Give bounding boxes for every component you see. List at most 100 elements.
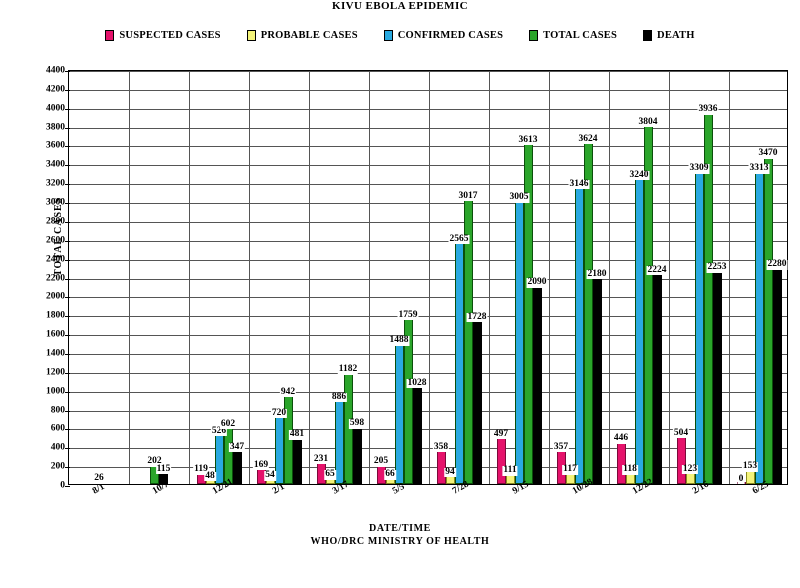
vertical-gridline <box>429 71 430 484</box>
bar-probable-cases[interactable]: 94 <box>444 467 456 484</box>
legend-swatch-icon <box>643 30 653 41</box>
bar-value-label: 720 <box>270 407 288 419</box>
bar-probable-cases[interactable]: 118 <box>622 465 638 484</box>
bar-value-label: 942 <box>279 386 297 398</box>
bar-probable-cases[interactable]: 111 <box>502 466 518 484</box>
vertical-gridline <box>609 71 610 484</box>
bar-value-label: 66 <box>384 469 396 480</box>
y-axis-title: TOTAL CASES <box>53 196 64 276</box>
bar-value-label: 26 <box>93 473 105 484</box>
bar-value-label: 169 <box>252 459 270 471</box>
y-axis-tick-label: 4400 <box>46 65 65 76</box>
bar-suspected-cases[interactable]: 504 <box>672 428 690 484</box>
bar-confirmed-cases[interactable]: 3005 <box>508 193 530 484</box>
bar-probable-cases[interactable]: 123 <box>681 464 699 484</box>
bar-total-cases[interactable]: 602 <box>219 419 237 484</box>
bar-confirmed-cases[interactable]: 720 <box>270 408 288 484</box>
bar-total-cases[interactable]: 3613 <box>517 135 539 484</box>
bar-confirmed-cases[interactable]: 886 <box>330 392 348 484</box>
legend-item-death[interactable]: DEATH <box>643 30 695 41</box>
bar-suspected-cases[interactable]: 358 <box>432 442 450 484</box>
y-axis-tick-label: 4000 <box>46 102 65 113</box>
bar-death[interactable]: 1028 <box>406 378 428 484</box>
bar-value-label: 0 <box>737 473 745 484</box>
bar-suspected-cases[interactable]: 446 <box>612 434 630 484</box>
bar-probable-cases[interactable]: 66 <box>384 470 396 484</box>
bar-value-label: 153 <box>741 461 759 472</box>
bar-total-cases[interactable]: 3624 <box>577 134 599 484</box>
legend-item-total-cases[interactable]: TOTAL CASES <box>529 30 617 41</box>
gridline <box>69 316 787 318</box>
bar-death[interactable]: 2280 <box>766 260 788 484</box>
bar-death[interactable]: 2090 <box>526 278 548 484</box>
bar-total-cases[interactable]: 202 <box>146 457 163 484</box>
gridline <box>69 165 787 167</box>
bar-value-label: 117 <box>562 464 578 475</box>
y-axis-tick-mark <box>65 429 70 431</box>
bar-death[interactable]: 481 <box>288 430 306 484</box>
y-axis-tick-mark <box>65 448 70 450</box>
bar-confirmed-cases[interactable]: 526 <box>210 426 228 484</box>
y-axis-tick-label: 2000 <box>46 291 65 302</box>
legend-item-suspected-cases[interactable]: SUSPECTED CASES <box>105 30 221 41</box>
bar-confirmed-cases[interactable]: 3309 <box>688 164 710 484</box>
bar-confirmed-cases[interactable]: 3146 <box>568 179 590 484</box>
bar-probable-cases[interactable]: 117 <box>562 465 578 484</box>
gridline <box>69 335 787 337</box>
bar-probable-cases[interactable]: 54 <box>264 471 276 484</box>
vertical-gridline <box>129 71 130 484</box>
vertical-gridline <box>189 71 190 484</box>
gridline <box>69 146 787 148</box>
y-axis-tick-mark <box>65 146 70 148</box>
bar-death[interactable]: 2180 <box>586 269 608 484</box>
y-axis-tick-mark <box>65 410 70 412</box>
bar-death[interactable]: 2253 <box>706 263 728 484</box>
y-axis-tick-label: 600 <box>50 423 65 434</box>
bar-confirmed-cases[interactable]: 1488 <box>388 336 410 484</box>
bar-total-cases[interactable]: 1759 <box>397 310 419 484</box>
legend-item-label: CONFIRMED CASES <box>397 30 504 41</box>
bar-group: 202 115 <box>129 71 189 484</box>
bar-value-label: 48 <box>204 470 216 482</box>
bar-death[interactable]: 1728 <box>466 312 488 484</box>
legend-swatch-icon <box>246 30 256 41</box>
bar-death[interactable]: 347 <box>228 442 246 484</box>
bar-value-label: 598 <box>348 418 366 429</box>
legend-swatch-icon <box>105 30 115 41</box>
bar-death[interactable]: 115 <box>155 464 172 484</box>
gridline <box>69 391 787 393</box>
y-axis-tick-label: 800 <box>50 404 65 415</box>
legend-swatch-icon <box>529 30 539 41</box>
bar-suspected-cases[interactable]: 497 <box>492 429 510 484</box>
bar-total-cases[interactable]: 3804 <box>637 117 659 484</box>
bar-total-cases[interactable]: 3017 <box>457 191 479 484</box>
bar-total-cases[interactable]: 3470 <box>757 149 779 484</box>
bar-group: 26 <box>69 71 129 484</box>
bar-probable-cases[interactable]: 153 <box>741 462 759 484</box>
vertical-gridline <box>309 71 310 484</box>
legend-item-label: SUSPECTED CASES <box>119 30 221 41</box>
bar-value-label: 446 <box>612 433 630 444</box>
legend-item-confirmed-cases[interactable]: CONFIRMED CASES <box>383 30 504 41</box>
vertical-gridline <box>669 71 670 484</box>
bar-confirmed-cases[interactable]: 3313 <box>748 164 770 484</box>
bar-value-label: 504 <box>672 427 690 439</box>
bar-death[interactable]: 598 <box>348 419 366 484</box>
bar-value-label: 2565 <box>448 233 470 245</box>
bar-probable-cases[interactable]: 65 <box>324 470 336 484</box>
bar-value-label: 54 <box>264 470 276 481</box>
bar-suspected-cases[interactable]: 0 <box>736 474 746 484</box>
bar-value-label: 3624 <box>577 133 599 145</box>
bar-group: 0 153 3313 3470 2280 <box>729 71 789 484</box>
bar-total-cases[interactable]: 26 <box>93 474 105 484</box>
bar-confirmed-cases[interactable]: 2565 <box>448 234 470 484</box>
bar-probable-cases[interactable]: 48 <box>204 471 216 484</box>
y-axis-tick-mark <box>65 108 70 110</box>
bar-confirmed-cases[interactable]: 3240 <box>628 170 650 484</box>
y-axis-tick-mark <box>65 127 70 129</box>
legend-item-probable-cases[interactable]: PROBABLE CASES <box>246 30 358 41</box>
bar-value-label: 2090 <box>526 277 548 288</box>
bar-total-cases[interactable]: 3936 <box>697 105 719 484</box>
y-axis-tick-mark <box>65 297 70 299</box>
bar-death[interactable]: 2224 <box>646 265 668 484</box>
